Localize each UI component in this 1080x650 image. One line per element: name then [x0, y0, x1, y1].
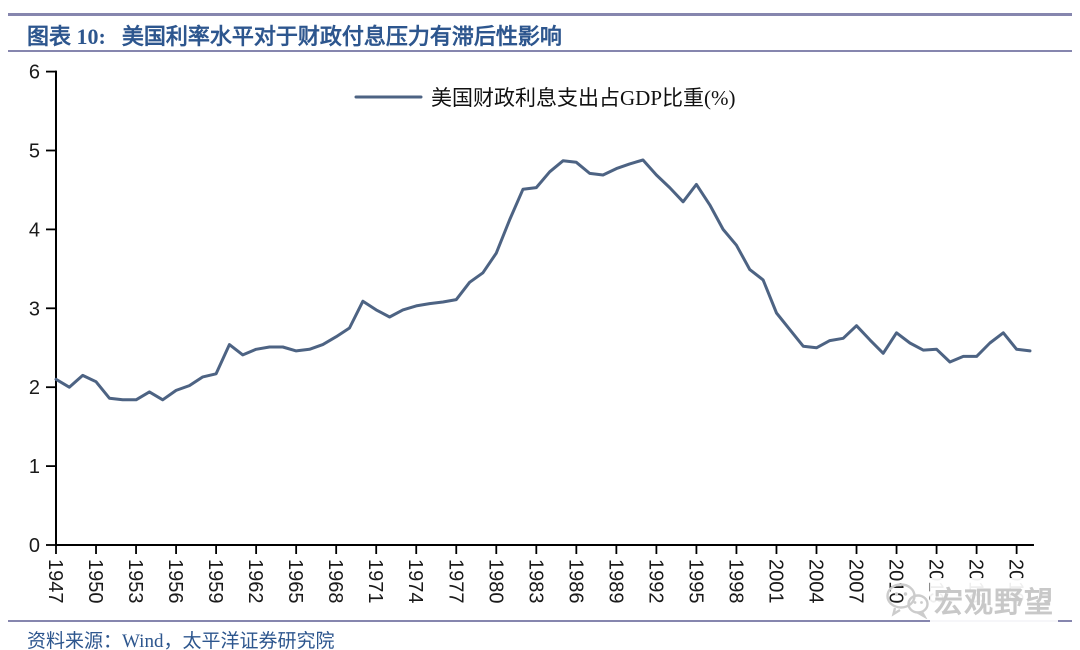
- y-tick-label: 3: [29, 298, 40, 320]
- x-tick-label: 2004: [804, 559, 826, 604]
- x-tick-label: 1962: [244, 559, 266, 604]
- watermark: 宏观野望: [884, 578, 1059, 622]
- x-tick-label: 1947: [44, 559, 66, 604]
- x-tick-label: 1950: [84, 559, 106, 604]
- y-tick-label: 6: [29, 62, 40, 84]
- y-tick-label: 4: [29, 219, 40, 241]
- x-tick-label: 1977: [444, 559, 466, 604]
- wechat-icon: [886, 583, 929, 619]
- x-tick-label: 1968: [324, 559, 346, 604]
- x-tick-label: 2001: [764, 559, 786, 604]
- x-tick-label: 1971: [364, 559, 386, 604]
- y-tick-label: 2: [29, 377, 40, 399]
- x-tick-label: 1995: [684, 559, 706, 604]
- y-tick-label: 1: [29, 456, 40, 478]
- series-line: [54, 158, 1032, 402]
- x-tick-label: 1959: [204, 559, 226, 604]
- x-tick-label: 2007: [845, 559, 867, 604]
- x-tick-label: 2010: [885, 559, 907, 604]
- x-tick-label: 1983: [524, 559, 546, 604]
- line-chart: 美国财政利息支出占GDP比重(%) 0 1 2 3 4 5 6 1947 1950 1953 195…: [29, 62, 1034, 604]
- x-tick-label: 1956: [164, 559, 186, 604]
- page-title: 图表 10: 美国利率水平对于财政付息压力有滞后性影响: [27, 19, 562, 51]
- x-tick-label: 1989: [604, 559, 626, 604]
- y-tick-label: 0: [29, 535, 40, 557]
- chart-legend: 美国财政利息支出占GDP比重(%): [354, 86, 736, 110]
- legend-label: 美国财政利息支出占GDP比重(%): [431, 86, 736, 110]
- x-tick-label: 1953: [124, 559, 146, 604]
- x-tick-label: 1992: [644, 559, 666, 604]
- x-tick-label: 1974: [404, 559, 426, 604]
- watermark-text: 宏观野望: [930, 578, 1059, 622]
- x-tick-label: 1998: [724, 559, 746, 604]
- bottom-rule: [8, 620, 1072, 622]
- title-underline-rule: [8, 50, 1072, 52]
- top-rule: [8, 13, 1072, 16]
- x-tick-label: 1986: [564, 559, 586, 604]
- y-tick-label: 5: [29, 141, 40, 163]
- source-text: 资料来源：Wind，太平洋证券研究院: [27, 631, 335, 650]
- figure-title-text: 美国利率水平对于财政付息压力有滞后性影响: [121, 24, 562, 49]
- x-tick-label: 1980: [484, 559, 506, 604]
- x-tick-label: 1965: [284, 559, 306, 604]
- figure-label: 图表 10:: [27, 24, 106, 49]
